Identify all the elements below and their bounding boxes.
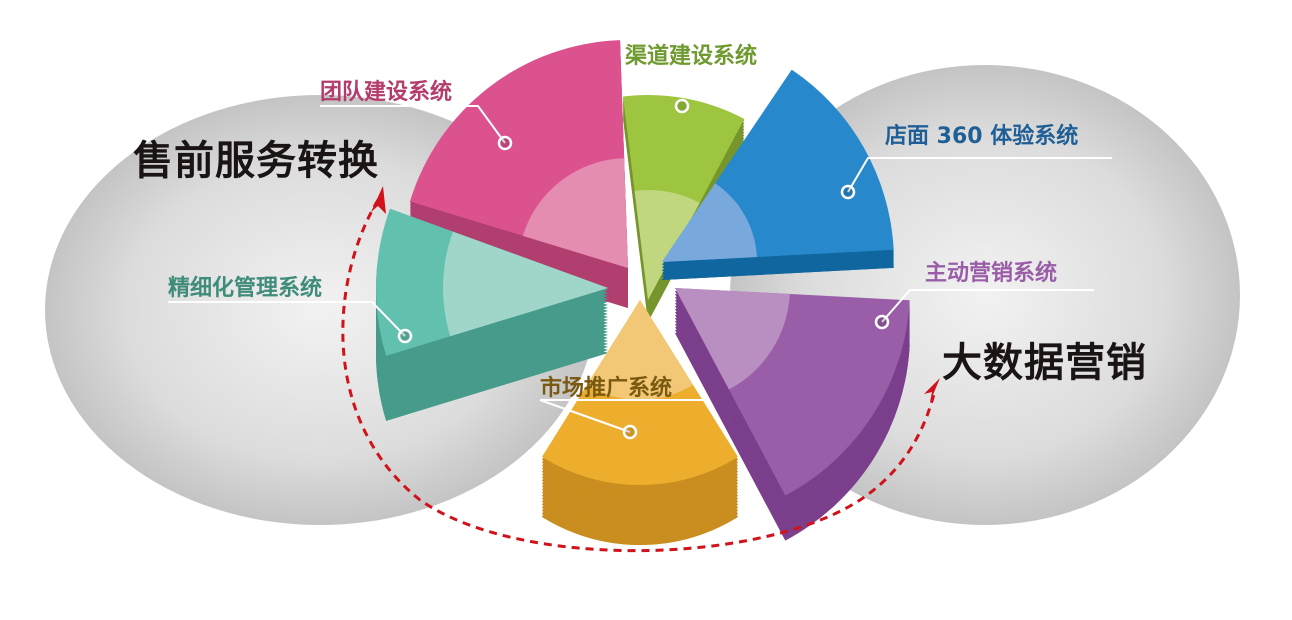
marker-dot-icon [874,314,890,330]
heading-big-data-marketing: 大数据营销 [942,340,1147,386]
marker-dot-icon [674,98,690,114]
pie-slice [623,94,745,322]
leader-line [847,157,1112,193]
label-team-building: 团队建设系统 [320,80,453,105]
label-channel-building: 渠道建设系统 [625,44,758,69]
label-store-360: 店面 360 体验系统 [885,124,1079,149]
leader-line [539,399,704,433]
pie-slice-inner [675,288,790,390]
label-active-marketing: 主动营销系统 [925,261,1058,286]
marker-dot-icon [497,135,513,151]
pie-slice-inner [662,183,757,262]
marker-dot-icon [622,424,638,440]
heading-presale-conversion: 售前服务转换 [133,138,379,184]
pie-slice-inner [634,189,700,300]
pie-slice [675,288,910,541]
label-fine-management: 精细化管理系统 [168,276,323,301]
label-market-promotion: 市场推广系统 [540,376,673,401]
pie-slice [541,300,739,545]
marker-dot-icon [840,184,856,200]
pie-slice [375,208,608,421]
pie-slice [662,69,894,280]
leader-line [168,301,406,337]
arrow-head-right-icon [924,378,940,402]
marker-dot-icon [397,328,413,344]
leader-line [881,289,1094,323]
pie-slice-inner [587,300,693,401]
pie-slice-inner [443,231,608,337]
arrow-head-up-icon [371,186,386,214]
pie-slice-inner [522,158,628,268]
cycle-arrow-path [341,199,937,553]
leader-line [320,105,506,144]
